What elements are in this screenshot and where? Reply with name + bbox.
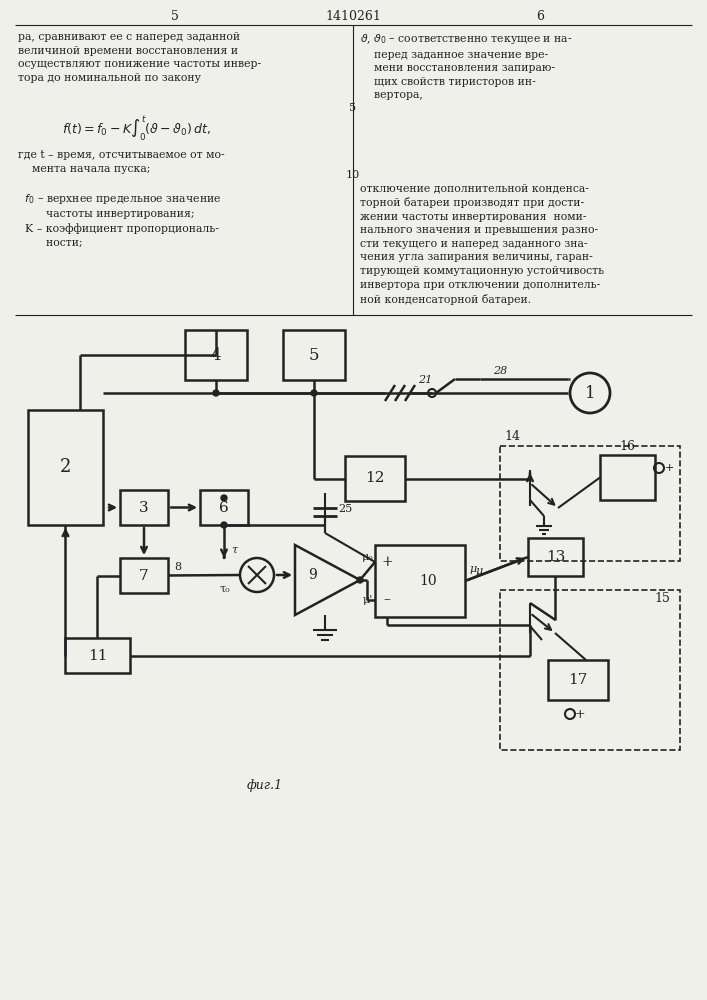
Text: +: +: [381, 555, 393, 569]
Bar: [28, 410, 103, 525]
Text: 3: 3: [139, 500, 148, 514]
Text: 5: 5: [171, 9, 179, 22]
Text: 15: 15: [654, 592, 670, 605]
Text: 1: 1: [585, 384, 595, 401]
Text: μ₀: μ₀: [361, 552, 373, 562]
Text: 11: 11: [88, 648, 107, 662]
Bar: [120, 558, 168, 593]
Circle shape: [221, 495, 227, 501]
Text: 8: 8: [175, 562, 182, 572]
Text: 14: 14: [504, 430, 520, 444]
Text: 5: 5: [309, 347, 320, 363]
Text: 28: 28: [493, 366, 507, 376]
Text: 12: 12: [366, 472, 385, 486]
Bar: [500, 590, 680, 750]
Bar: [500, 446, 680, 561]
Text: 2: 2: [60, 458, 71, 477]
Bar: [185, 330, 247, 380]
Text: 13: 13: [546, 550, 565, 564]
Text: 6: 6: [536, 9, 544, 22]
Text: +: +: [665, 463, 674, 473]
Text: 25: 25: [338, 504, 352, 514]
Text: 10: 10: [346, 170, 360, 180]
Text: –: –: [383, 592, 390, 606]
Bar: [600, 455, 655, 500]
Text: где t – время, отсчитываемое от мо-
    мента начала пуска;

  $f_0$ – верхнее п: где t – время, отсчитываемое от мо- мент…: [18, 150, 225, 248]
Text: 1410261: 1410261: [325, 9, 381, 22]
Text: 21: 21: [418, 375, 432, 385]
Bar: [200, 490, 248, 525]
Text: фиг.1: фиг.1: [247, 778, 283, 792]
Text: μ: μ: [475, 566, 483, 576]
Text: 6: 6: [219, 500, 229, 514]
Text: 5: 5: [349, 103, 356, 113]
Text: ра, сравнивают ее с наперед заданной
величиной времени восстановления и
осуществ: ра, сравнивают ее с наперед заданной вел…: [18, 32, 261, 83]
Text: $f(t) = f_0 - K\int_0^t (\vartheta - \vartheta_0)\,dt,$: $f(t) = f_0 - K\int_0^t (\vartheta - \va…: [62, 114, 211, 143]
Text: 4: 4: [211, 347, 221, 363]
Circle shape: [221, 522, 227, 528]
Bar: [283, 330, 345, 380]
Bar: [345, 456, 405, 501]
Text: 9: 9: [309, 568, 317, 582]
Circle shape: [311, 390, 317, 396]
Text: +: +: [575, 708, 585, 720]
Bar: [120, 490, 168, 525]
Bar: [528, 538, 583, 576]
Text: μ: μ: [469, 564, 477, 574]
Text: μ': μ': [363, 595, 373, 605]
Text: 17: 17: [568, 673, 588, 687]
Text: τ: τ: [231, 545, 237, 555]
Bar: [548, 660, 608, 700]
Text: τ₀: τ₀: [220, 584, 230, 594]
Bar: [375, 545, 465, 617]
Text: 10: 10: [419, 574, 437, 588]
Circle shape: [357, 577, 363, 583]
Circle shape: [213, 390, 219, 396]
Text: 7: 7: [139, 568, 148, 582]
Text: $\vartheta$, $\vartheta_0$ – соответственно текущее и на-
    перед заданное зна: $\vartheta$, $\vartheta_0$ – соответстве…: [360, 32, 573, 100]
Bar: [65, 638, 130, 673]
Text: 16: 16: [619, 440, 636, 452]
Text: отключение дополнительной конденса-
торной батареи производят при дости-
жении ч: отключение дополнительной конденса- торн…: [360, 183, 604, 305]
